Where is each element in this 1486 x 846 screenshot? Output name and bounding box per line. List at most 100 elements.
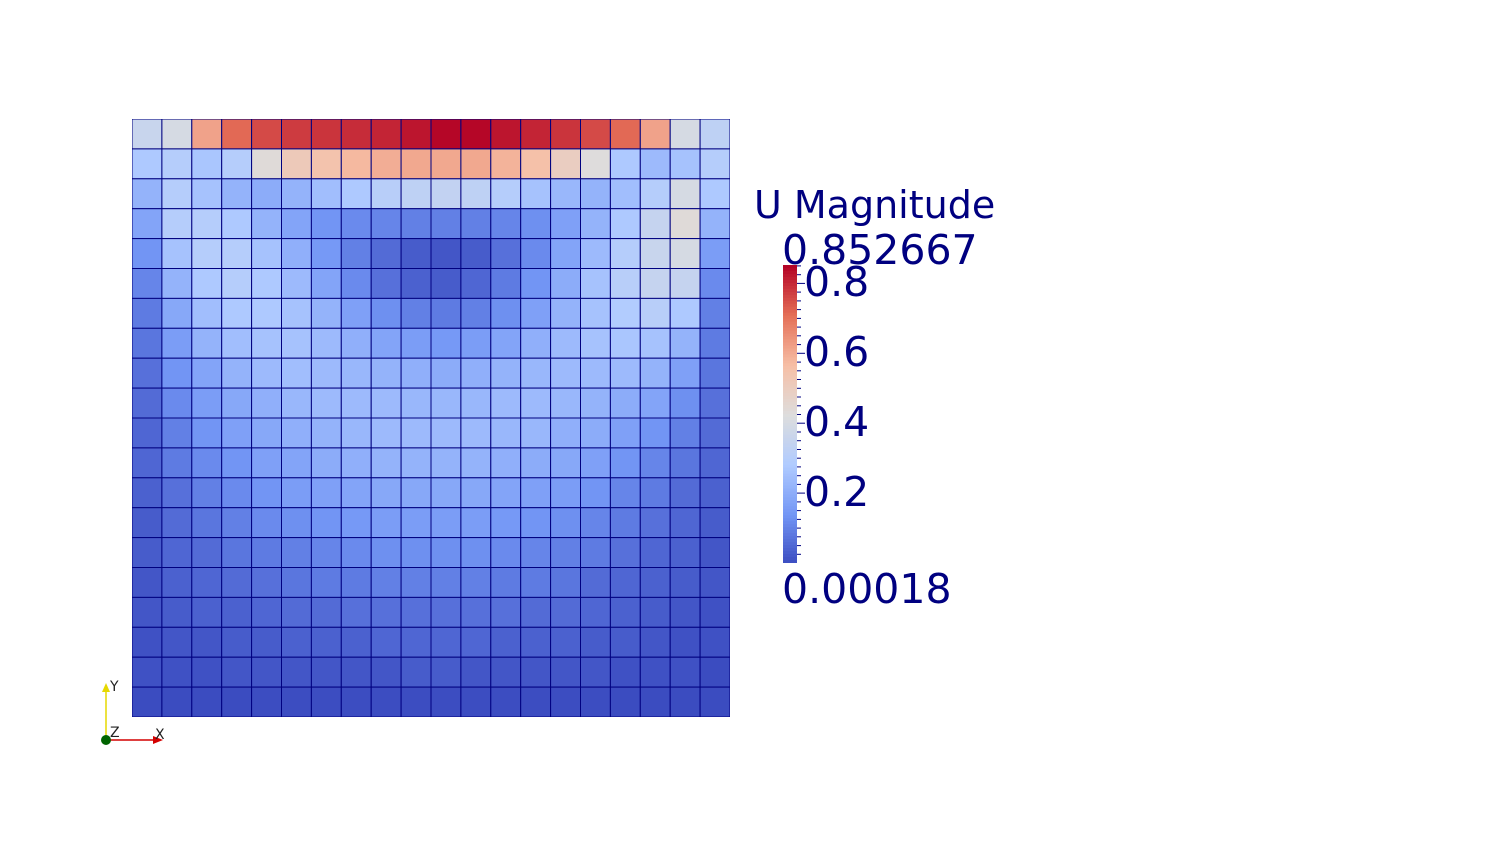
mesh-cell [161,357,193,389]
color-bar-segment [783,270,797,275]
color-bar-segment [783,467,797,472]
mesh-cell [310,626,342,658]
mesh-cell [251,178,282,210]
mesh-cell [609,477,641,509]
mesh-cell [370,656,402,688]
color-bar-segment [783,363,797,367]
mesh-cell [490,537,522,569]
mesh-cell [580,537,611,569]
mesh-cell [400,596,432,628]
mesh-cell [310,537,342,569]
mesh-cell [669,537,701,569]
mesh-cell [281,327,312,359]
mesh-cell [430,208,462,240]
mesh-cell [639,178,671,210]
mesh-cell [132,148,163,180]
mesh-cell [580,387,611,419]
color-bar-segment [783,497,797,502]
mesh-cell [281,656,312,688]
mesh-cell [370,447,402,479]
color-bar-segment [783,366,797,370]
mesh-cell [580,238,611,269]
mesh-cell [669,417,701,449]
mesh-cell [639,417,671,449]
mesh-cell [699,567,730,598]
mesh-cell [520,238,552,269]
mesh-cell [191,208,223,240]
mesh-cell [370,596,402,628]
mesh-cell [370,268,402,299]
mesh-cell [520,387,552,419]
mesh-cell [310,238,342,269]
mesh-cell [639,119,671,150]
mesh-grid[interactable] [132,119,730,717]
mesh-cell [132,238,163,269]
mesh-cell [430,596,462,628]
mesh-cell [490,327,522,359]
color-bar-segment [783,342,797,347]
mesh-cell [310,417,342,449]
color-bar-segment [783,303,797,308]
mesh-cell [400,268,432,299]
mesh-cell [460,656,492,688]
mesh-cell [460,477,492,509]
mesh-cell [490,268,522,299]
mesh-cell [191,268,223,299]
mesh-cell [400,626,432,658]
color-bar-segment [783,416,797,421]
mesh-cell [191,178,223,210]
color-bar-segment [783,521,797,525]
tick-label: 0.6 [804,328,870,377]
mesh-cell [191,656,223,688]
mesh-cell [460,297,492,329]
mesh-cell [400,686,432,717]
mesh-cell [132,119,163,150]
mesh-cell [490,297,522,329]
mesh-cell [310,387,342,419]
mesh-cell [550,417,582,449]
mesh-cell [520,567,552,598]
mesh-cell [639,387,671,419]
mesh-cell [251,148,282,180]
mesh-cell [460,327,492,359]
mesh-cell [310,178,342,210]
mesh-cell [310,567,342,598]
mesh-cell [310,208,342,240]
mesh-cell [520,447,552,479]
mesh-cell [310,656,342,688]
mesh-cell [699,297,730,329]
mesh-cell [340,178,372,210]
mesh-cell [281,477,312,509]
color-bar-segment [783,518,797,522]
mesh-cell [400,148,432,180]
color-bar-segment [783,500,797,504]
color-bar-segment [783,378,797,382]
mesh-cell [490,477,522,509]
mesh-cell [639,656,671,688]
mesh-cell [550,268,582,299]
orientation-axes: Y Z X [96,675,176,750]
mesh-cell [132,327,163,359]
mesh-cell [609,596,641,628]
mesh-cell [580,268,611,299]
mesh-cell [251,537,282,569]
mesh-cell [609,656,641,688]
mesh-cell [281,507,312,539]
mesh-cell [460,178,492,210]
mesh-cell [161,477,193,509]
mesh-cell [340,208,372,240]
mesh-cell [490,178,522,210]
mesh-cell [460,507,492,539]
color-bar-segment [783,318,797,323]
mesh-cell [400,327,432,359]
mesh-cell [699,417,730,449]
mesh-cell [669,238,701,269]
mesh-cell [669,268,701,299]
color-bar-segment [783,336,797,341]
mesh-cell [251,447,282,479]
color-bar-segment [783,414,797,418]
mesh-cell [161,567,193,598]
mesh-cell [550,119,582,150]
color-bar-segment [783,425,797,430]
